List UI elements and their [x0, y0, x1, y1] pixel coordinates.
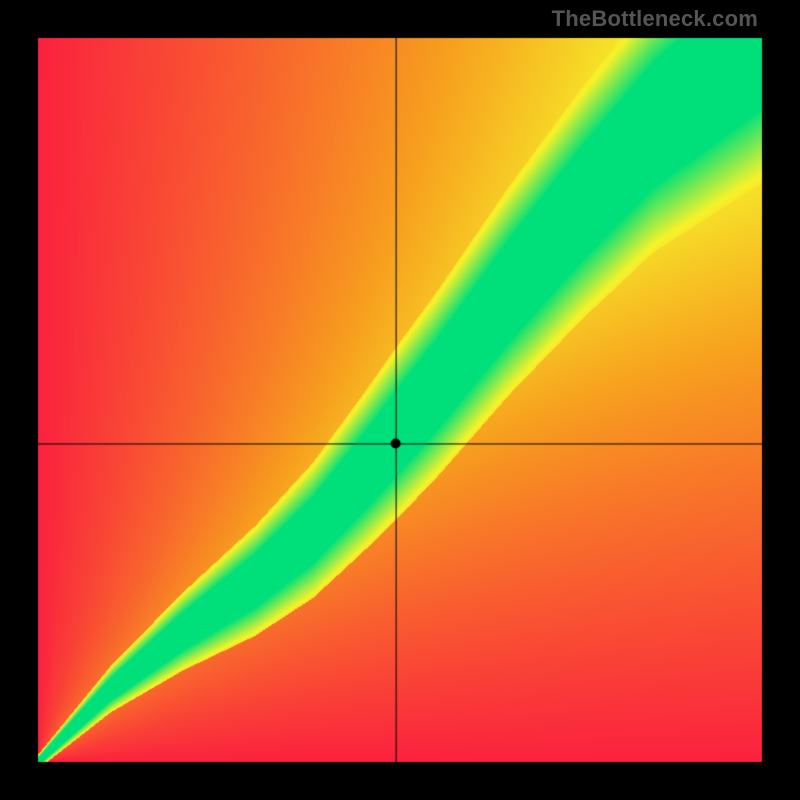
- watermark-text: TheBottleneck.com: [552, 6, 758, 32]
- bottleneck-heatmap: [0, 0, 800, 800]
